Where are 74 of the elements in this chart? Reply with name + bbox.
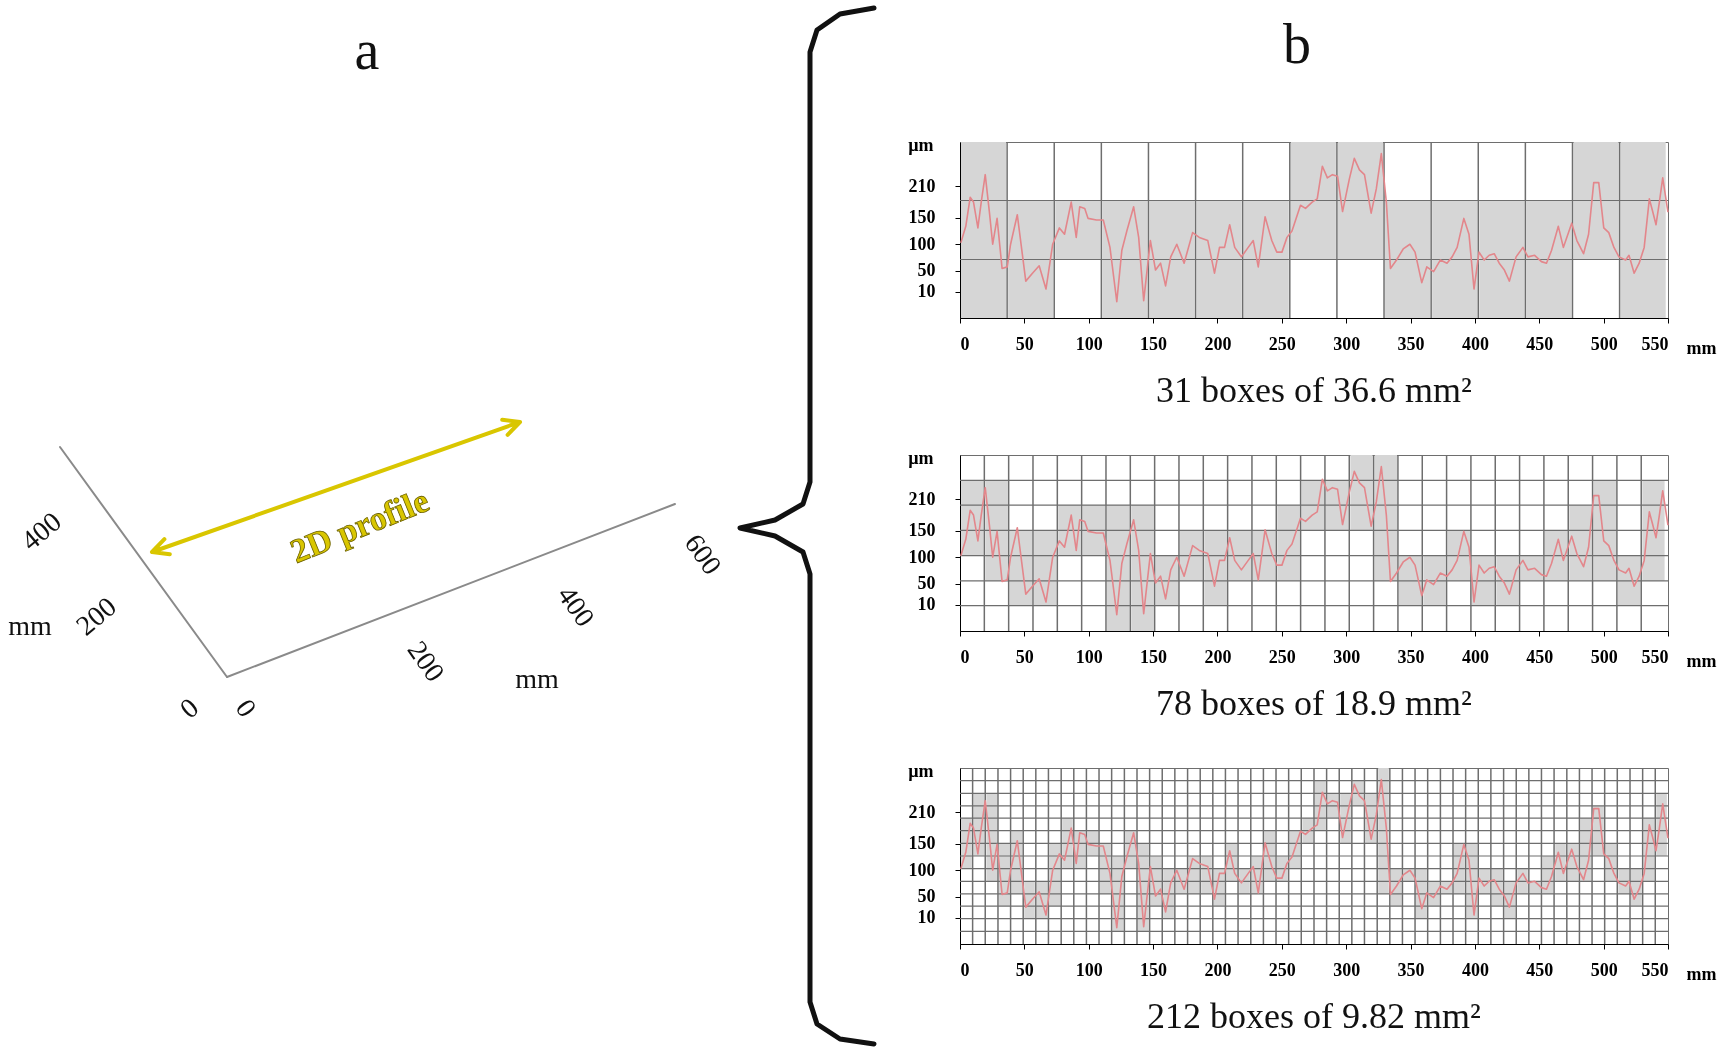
x-tick-label: 350	[1397, 646, 1425, 667]
y-tick-label: 10	[917, 594, 936, 615]
x-tick-label: 500	[1590, 646, 1618, 667]
y-tick-label: 150	[908, 520, 936, 541]
x-tick-label: 250	[1268, 333, 1296, 354]
y-axis-title: µm	[908, 760, 934, 781]
line-series	[960, 465, 1669, 616]
y-tick-label: 210	[908, 488, 936, 509]
text: 212 boxes of 9.82 mm²	[1147, 996, 1481, 1036]
x-tick-label: 300	[1333, 959, 1361, 980]
text: mm	[515, 663, 559, 694]
x-tick-label: 450	[1526, 333, 1554, 354]
x-tick-label: 200	[1204, 959, 1232, 980]
y-tick-label: 50	[917, 886, 936, 907]
x-tick-label: 550	[1641, 333, 1669, 354]
x-tick-label: 50	[1015, 959, 1034, 980]
y-axis-title: µm	[908, 134, 934, 155]
x-tick-label: 100	[1075, 959, 1103, 980]
text: 31 boxes of 36.6 mm²	[1156, 370, 1472, 410]
x-axis-title: mm	[1686, 963, 1717, 984]
x-tick-label: 550	[1641, 959, 1669, 980]
x-tick-label: 250	[1268, 646, 1296, 667]
x-tick-label: 450	[1526, 959, 1554, 980]
text: 0	[173, 691, 205, 725]
x-tick-label: 0	[960, 646, 970, 667]
text: 0	[229, 693, 263, 723]
x-tick-label: 350	[1397, 333, 1425, 354]
x-tick-label: 0	[960, 959, 970, 980]
x-tick-label: 0	[960, 333, 970, 354]
chart-title: b	[1283, 13, 1311, 75]
y-tick-label: 10	[917, 907, 936, 928]
y-tick-label: 150	[908, 833, 936, 854]
x-tick-label: 450	[1526, 646, 1554, 667]
y-tick-label: 150	[908, 207, 936, 228]
x-tick-label: 500	[1590, 959, 1618, 980]
x-tick-label: 100	[1075, 333, 1103, 354]
y-tick-label: 210	[908, 175, 936, 196]
y-tick-label: 100	[908, 233, 936, 254]
x-tick-label: 500	[1590, 333, 1618, 354]
x-tick-label: 350	[1397, 959, 1425, 980]
text: a	[354, 19, 380, 81]
x-tick-label: 200	[1204, 333, 1232, 354]
x-tick-label: 150	[1140, 646, 1168, 667]
text: 600	[678, 528, 728, 581]
x-tick-label: 200	[1204, 646, 1232, 667]
y-tick-label: 50	[917, 260, 936, 281]
bar	[1277, 505, 1300, 581]
x-tick-label: 550	[1641, 646, 1669, 667]
y-tick-label: 100	[908, 546, 936, 567]
y-tick-label: 210	[908, 801, 936, 822]
y-tick-label: 100	[908, 859, 936, 880]
text: 78 boxes of 18.9 mm²	[1156, 683, 1472, 723]
x-tick-label: 50	[1015, 646, 1034, 667]
x-tick-label: 250	[1268, 959, 1296, 980]
x-tick-label: 300	[1333, 646, 1361, 667]
x-tick-label: 300	[1333, 333, 1361, 354]
x-tick-label: 150	[1140, 959, 1168, 980]
x-tick-label: 400	[1461, 646, 1489, 667]
x-tick-label: 400	[1461, 333, 1489, 354]
x-tick-label: 100	[1075, 646, 1103, 667]
x-tick-label: 150	[1140, 333, 1168, 354]
y-axis-title: µm	[908, 447, 934, 468]
y-tick-label: 10	[917, 281, 936, 302]
text: 2D profile	[284, 481, 434, 571]
text: 400	[551, 580, 601, 633]
line-series	[960, 778, 1669, 929]
x-tick-label: 50	[1015, 333, 1034, 354]
line-series	[960, 152, 1669, 303]
x-axis-title: mm	[1686, 337, 1717, 358]
text: 400	[14, 505, 68, 557]
text: mm	[8, 610, 52, 641]
x-axis-title: mm	[1686, 650, 1717, 671]
x-tick-label: 400	[1461, 959, 1489, 980]
y-tick-label: 50	[917, 573, 936, 594]
